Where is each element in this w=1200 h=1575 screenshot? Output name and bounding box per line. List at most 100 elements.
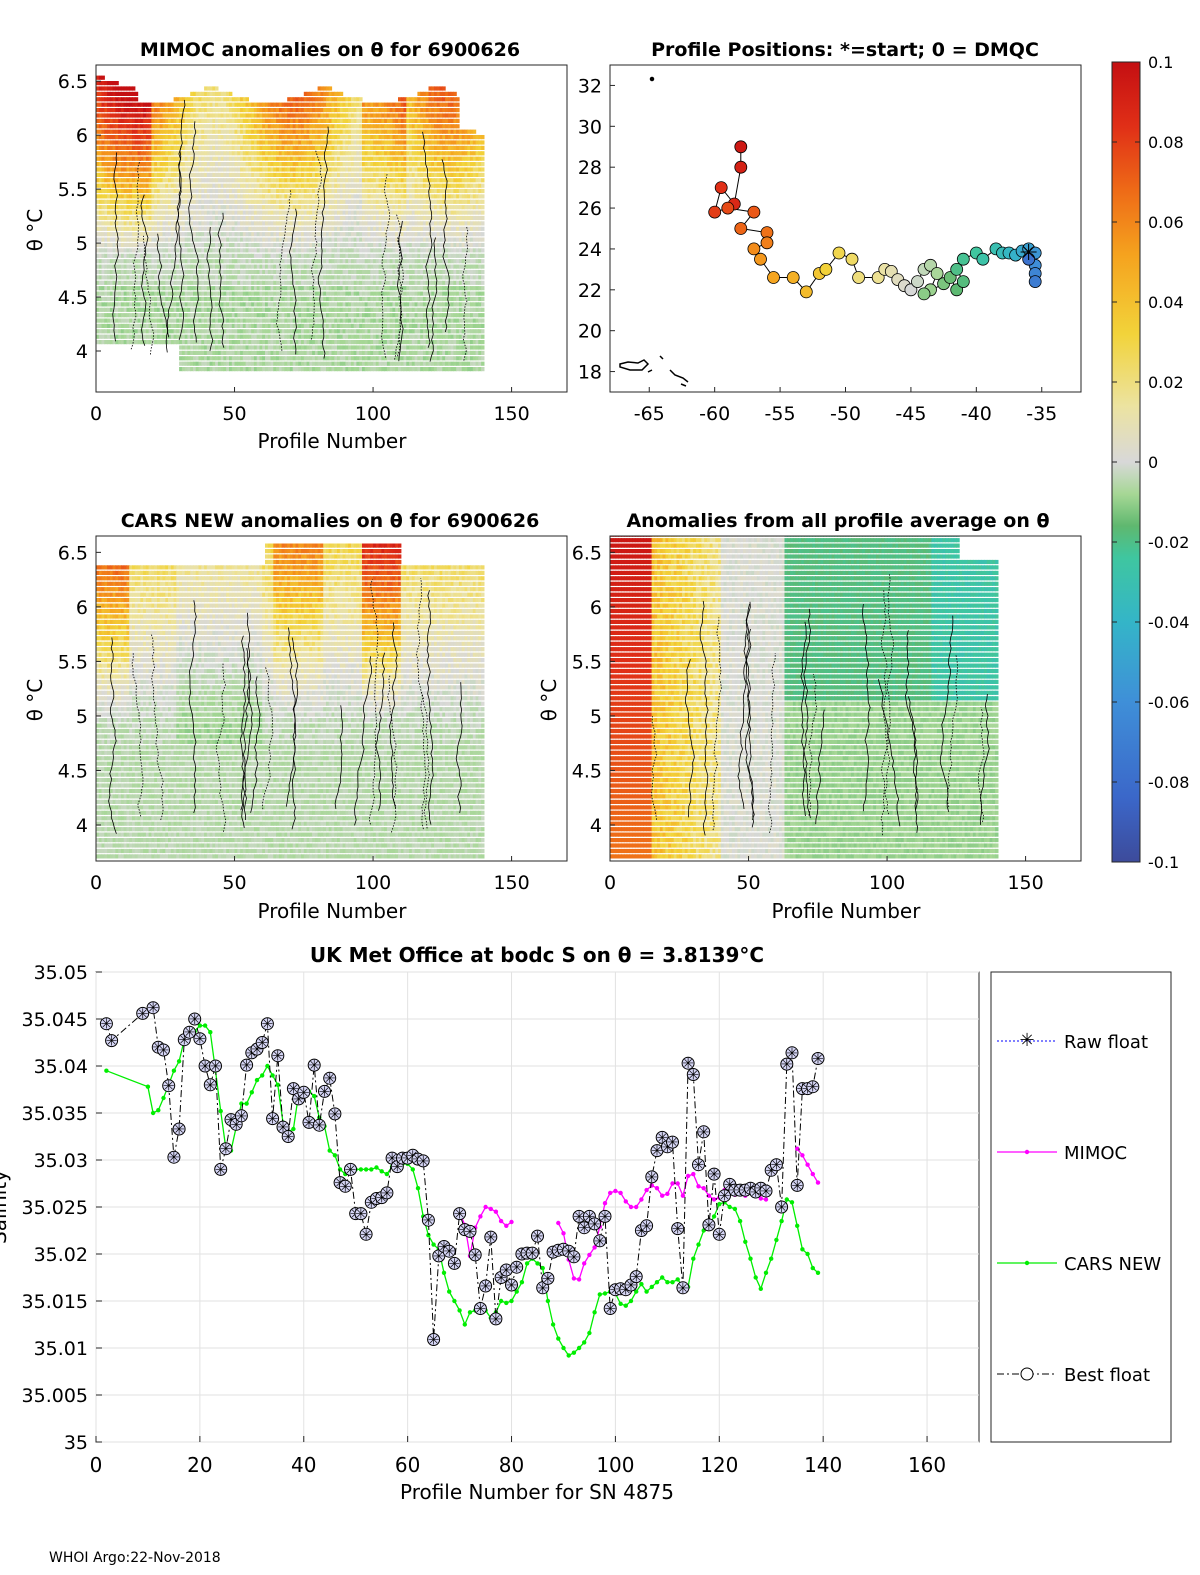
- heatmap-cell: [148, 226, 152, 231]
- heatmap-cell: [240, 302, 244, 307]
- heatmap-cell: [337, 199, 341, 204]
- heatmap-cell: [98, 242, 103, 248]
- heatmap-cell: [353, 194, 358, 199]
- heatmap-cell: [273, 124, 277, 129]
- heatmap-cell: [251, 232, 255, 237]
- heatmap-cell: [303, 350, 308, 355]
- heatmap-cell: [339, 264, 344, 269]
- heatmap-cell: [209, 313, 213, 318]
- heatmap-cell: [154, 307, 158, 312]
- heatmap-cell: [295, 97, 299, 102]
- heatmap-cell: [195, 156, 200, 161]
- heatmap-cell: [320, 318, 324, 323]
- heatmap-cell: [126, 340, 130, 345]
- heatmap-cell: [204, 156, 208, 161]
- heatmap-cell: [270, 118, 274, 123]
- heatmap-cell: [98, 286, 103, 291]
- heatmap-cell: [170, 226, 175, 231]
- heatmap-cell: [173, 269, 177, 275]
- heatmap-cell: [162, 172, 166, 177]
- heatmap-cell: [104, 188, 108, 194]
- heatmap-cell: [251, 264, 255, 269]
- heatmap-cell: [367, 361, 371, 366]
- heatmap-cell: [298, 269, 302, 275]
- heatmap-cell: [112, 264, 116, 269]
- heatmap-cell: [317, 356, 321, 361]
- heatmap-cell: [267, 215, 272, 221]
- heatmap-cell: [359, 140, 363, 145]
- heatmap-cell: [190, 264, 194, 269]
- heatmap-cell: [348, 323, 352, 328]
- heatmap-cell: [284, 172, 288, 177]
- heatmap-cell: [326, 86, 330, 91]
- heatmap-cell: [353, 199, 358, 204]
- heatmap-cell: [143, 286, 147, 291]
- heatmap-cell: [309, 188, 313, 194]
- heatmap-cell: [237, 97, 241, 102]
- heatmap-cell: [359, 350, 363, 355]
- heatmap-cell: [337, 124, 341, 129]
- heatmap-cell: [364, 280, 369, 285]
- heatmap-cell: [284, 334, 288, 339]
- heatmap-cell: [370, 178, 374, 183]
- heatmap-cell: [270, 135, 274, 140]
- heatmap-cell: [281, 242, 285, 248]
- heatmap-cell: [107, 108, 111, 113]
- heatmap-cell: [220, 259, 225, 264]
- heatmap-cell: [109, 108, 114, 113]
- heatmap-cell: [292, 361, 297, 366]
- heatmap-cell: [157, 329, 161, 334]
- heatmap-cell: [292, 183, 297, 188]
- heatmap-cell: [276, 118, 280, 123]
- heatmap-cell: [109, 97, 114, 102]
- heatmap-cell: [353, 323, 358, 328]
- heatmap-cell: [123, 167, 128, 172]
- heatmap-cell: [151, 145, 155, 150]
- heatmap-cell: [143, 264, 147, 269]
- heatmap-cell: [104, 183, 108, 188]
- heatmap-cell: [162, 215, 166, 221]
- heatmap-cell: [226, 237, 230, 242]
- heatmap-cell: [362, 221, 366, 226]
- heatmap-cell: [190, 135, 194, 140]
- heatmap-cell: [248, 210, 252, 215]
- heatmap-cell: [328, 86, 333, 91]
- heatmap-cell: [157, 118, 161, 123]
- heatmap-cell: [337, 108, 341, 113]
- heatmap-cell: [326, 172, 330, 177]
- heatmap-cell: [223, 367, 227, 372]
- heatmap-cell: [253, 199, 258, 204]
- heatmap-cell: [251, 345, 255, 350]
- heatmap-cell: [162, 275, 166, 280]
- heatmap-cell: [314, 232, 319, 237]
- heatmap-cell: [123, 172, 128, 177]
- heatmap-cell: [157, 140, 161, 145]
- heatmap-cell: [326, 323, 330, 328]
- heatmap-cell: [306, 226, 310, 231]
- heatmap-cell: [198, 135, 202, 140]
- heatmap-cell: [132, 264, 136, 269]
- heatmap-cell: [262, 286, 266, 291]
- heatmap-cell: [281, 210, 285, 215]
- heatmap-cell: [306, 367, 310, 372]
- heatmap-cell: [187, 313, 191, 318]
- heatmap-cell: [145, 156, 150, 161]
- heatmap-cell: [276, 102, 280, 107]
- heatmap-cell: [317, 199, 321, 204]
- heatmap-cell: [245, 253, 249, 258]
- heatmap-cell: [159, 135, 164, 140]
- heatmap-cell: [151, 124, 155, 129]
- heatmap-cell: [193, 259, 197, 264]
- heatmap-cell: [317, 129, 321, 134]
- heatmap-cell: [212, 210, 216, 215]
- heatmap-cell: [298, 340, 302, 345]
- heatmap-cell: [101, 102, 105, 107]
- heatmap-cell: [256, 313, 261, 318]
- heatmap-cell: [287, 178, 291, 183]
- heatmap-cell: [181, 340, 186, 345]
- heatmap-cell: [137, 323, 141, 328]
- heatmap-cell: [104, 210, 108, 215]
- heatmap-cell: [217, 167, 222, 172]
- heatmap-cell: [281, 108, 285, 113]
- heatmap-cell: [104, 194, 108, 199]
